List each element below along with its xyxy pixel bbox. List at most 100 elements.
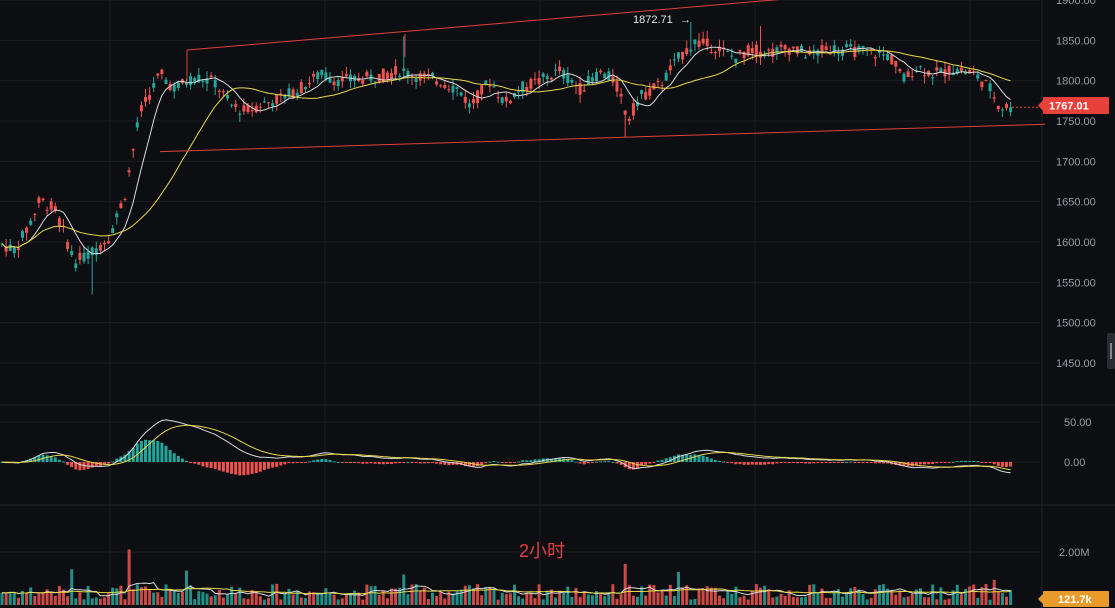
macd-histogram-bar bbox=[861, 462, 865, 463]
macd-histogram-bar bbox=[800, 462, 803, 463]
volume-bar bbox=[513, 584, 516, 605]
macd-histogram-bar bbox=[508, 462, 512, 464]
candle-body bbox=[328, 78, 332, 83]
candle-body bbox=[648, 88, 652, 96]
volume-bar bbox=[853, 586, 857, 605]
volume-bar bbox=[74, 598, 78, 605]
macd-histogram-bar bbox=[349, 462, 352, 463]
macd-histogram-bar bbox=[57, 459, 61, 462]
macd-histogram-bar bbox=[500, 462, 504, 463]
volume-bar bbox=[402, 574, 406, 605]
candle-body bbox=[730, 55, 734, 57]
volume-bar bbox=[258, 596, 262, 605]
volume-bar bbox=[648, 584, 652, 605]
volume-bar bbox=[517, 596, 521, 605]
candle-body bbox=[590, 77, 594, 82]
candle-body bbox=[976, 74, 980, 79]
volume-bar bbox=[599, 593, 603, 605]
volume-bar bbox=[57, 586, 61, 605]
macd-histogram-bar bbox=[713, 459, 717, 462]
macd-histogram-bar bbox=[517, 461, 521, 463]
volume-bar bbox=[890, 590, 894, 605]
volume-bar bbox=[70, 569, 74, 605]
macd-histogram-bar bbox=[648, 462, 652, 464]
price-axis[interactable]: 1450.00 1500.00 1550.00 1600.00 1650.00 1700.… bbox=[1056, 0, 1096, 559]
last-volume-badge: 121.7k bbox=[1038, 591, 1109, 607]
macd-histogram-bar bbox=[787, 462, 791, 464]
volume-bar bbox=[4, 593, 8, 605]
candle-body bbox=[78, 252, 82, 260]
macd-histogram-bar bbox=[320, 458, 324, 462]
macd-histogram-bar bbox=[303, 462, 307, 463]
macd-histogram-bar bbox=[804, 462, 808, 464]
volume-bar bbox=[29, 587, 33, 605]
candle-body bbox=[463, 96, 467, 103]
macd-histogram-bar bbox=[783, 462, 787, 463]
candle-body bbox=[791, 46, 795, 49]
candle-body bbox=[414, 77, 418, 82]
volume-bar bbox=[988, 599, 992, 605]
candle-body bbox=[205, 78, 209, 84]
candle-body bbox=[135, 122, 139, 128]
macd-histogram-bar bbox=[496, 461, 500, 463]
macd-histogram-bar bbox=[808, 462, 812, 464]
candle-body bbox=[394, 66, 398, 75]
candle-body bbox=[603, 73, 607, 79]
candle-body bbox=[139, 105, 143, 112]
macd-histogram-bar bbox=[152, 440, 156, 462]
volume-bar bbox=[111, 587, 115, 605]
volume-bar bbox=[586, 594, 590, 605]
candle-body bbox=[882, 54, 885, 56]
macd-histogram-bar bbox=[385, 462, 389, 464]
macd-histogram-bar bbox=[197, 462, 201, 465]
macd-histogram-bar bbox=[980, 462, 984, 463]
volume-bar bbox=[94, 597, 98, 605]
macd-histogram-bar bbox=[976, 461, 980, 463]
price-tick-label: 1450.00 bbox=[1056, 358, 1096, 370]
macd-histogram-bar bbox=[951, 461, 955, 463]
volume-bar bbox=[1000, 593, 1004, 605]
volume-bar bbox=[254, 592, 258, 605]
candle-body bbox=[246, 105, 250, 113]
macd-histogram-bar bbox=[410, 462, 414, 463]
volume-bar bbox=[193, 599, 197, 605]
scroll-handle[interactable] bbox=[1107, 333, 1115, 369]
volume-bar bbox=[16, 597, 20, 605]
candle-body bbox=[258, 107, 262, 109]
candle-body bbox=[201, 80, 205, 82]
macd-histogram-bar bbox=[877, 462, 881, 464]
volume-bar bbox=[275, 583, 279, 605]
ma-fast-line bbox=[1, 46, 1011, 255]
candle-body bbox=[254, 105, 258, 113]
volume-bar bbox=[705, 586, 709, 605]
volume-bar bbox=[771, 597, 775, 605]
price-tick-label: 1800.00 bbox=[1056, 76, 1096, 88]
macd-histogram-bar bbox=[738, 462, 742, 465]
candle-body bbox=[988, 83, 992, 92]
volume-bar bbox=[488, 586, 492, 605]
volume-bar bbox=[135, 584, 139, 605]
candle-body bbox=[98, 244, 102, 251]
macd-histogram-bar bbox=[931, 462, 935, 465]
macd-histogram-bar bbox=[722, 461, 726, 463]
macd-histogram-bar bbox=[328, 459, 332, 462]
macd-histogram-bar bbox=[845, 461, 849, 463]
candle-body bbox=[431, 72, 434, 76]
volume-bar bbox=[787, 590, 791, 605]
candle-body bbox=[718, 46, 721, 52]
macd-histogram-bar bbox=[718, 460, 721, 462]
macd-histogram-bar bbox=[918, 462, 922, 465]
macd-histogram-bar bbox=[398, 462, 402, 464]
macd-histogram-bar bbox=[836, 462, 840, 463]
volume-bar bbox=[172, 590, 176, 605]
macd-histogram-bar bbox=[824, 462, 828, 463]
volume-bar bbox=[381, 590, 385, 605]
macd-histogram-bar bbox=[94, 462, 98, 467]
macd-histogram-bar bbox=[291, 462, 295, 464]
price-tick-label: 1750.00 bbox=[1056, 116, 1096, 128]
macd-histogram-bar bbox=[841, 462, 844, 463]
volume-bar bbox=[636, 596, 639, 605]
candle-body bbox=[226, 95, 229, 99]
volume-bar bbox=[480, 595, 484, 605]
